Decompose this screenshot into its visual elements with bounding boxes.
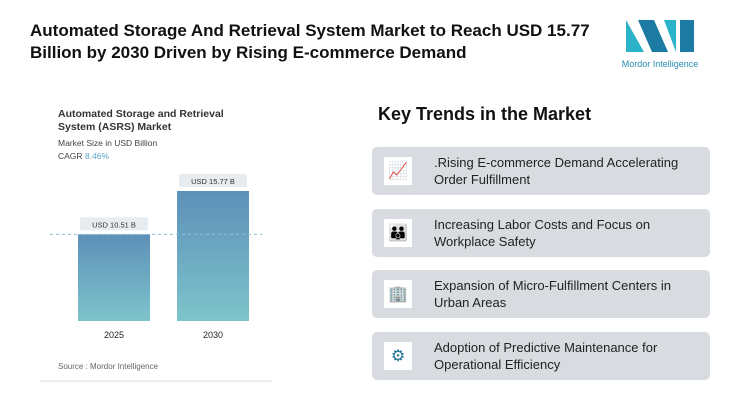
bar-2025 <box>78 234 150 321</box>
key-trends-heading: Key Trends in the Market <box>378 104 592 124</box>
data-label: USD 10.51 B <box>92 220 136 229</box>
trend-text: .Rising E-commerce Demand Accelerating O… <box>434 155 679 187</box>
trend-text: Adoption of Predictive Maintenance for O… <box>434 339 658 372</box>
bar-2030 <box>177 191 249 321</box>
gears-icon: ⚙ <box>384 341 412 370</box>
trend-text: Expansion of Micro-Fulfillment Centers i… <box>434 278 671 310</box>
data-label-bg <box>80 217 148 231</box>
cagr: CAGR 8.46% <box>58 151 110 161</box>
x-tick-label: 2025 <box>104 330 124 340</box>
data-label-bg <box>179 174 247 187</box>
line-chart-icon: 📈 <box>384 157 412 185</box>
trend-text: Increasing Labor Costs and Focus on Work… <box>434 216 651 249</box>
chart-card: Automated Storage and Retrieval System (… <box>40 98 272 382</box>
source: Source : Mordor Intelligence <box>58 362 159 371</box>
chart-title: Automated Storage and Retrieval System (… <box>58 108 224 133</box>
buildings-icon: 🏢 <box>384 280 412 308</box>
chart-subtitle: Market Size in USD Billion <box>58 138 158 148</box>
trend-item: 📈 .Rising E-commerce Demand Accelerating … <box>372 147 710 195</box>
people-icon: 👪 <box>384 218 412 247</box>
logo: Mordor Intelligence <box>620 16 700 69</box>
trend-item: 👪 Increasing Labor Costs and Focus on Wor… <box>372 208 710 257</box>
data-label: USD 15.77 B <box>191 177 235 186</box>
trend-item: 🏢 Expansion of Micro-Fulfillment Centers … <box>372 270 710 318</box>
page-title: Automated Storage And Retrieval System M… <box>30 21 590 62</box>
x-tick-label: 2030 <box>203 330 223 340</box>
mordor-logo-icon <box>626 20 694 52</box>
trend-item: ⚙ Adoption of Predictive Maintenance for … <box>372 331 710 380</box>
bar-chart: USD 10.51 B 2025 USD 15.77 B 2030 <box>50 174 262 340</box>
